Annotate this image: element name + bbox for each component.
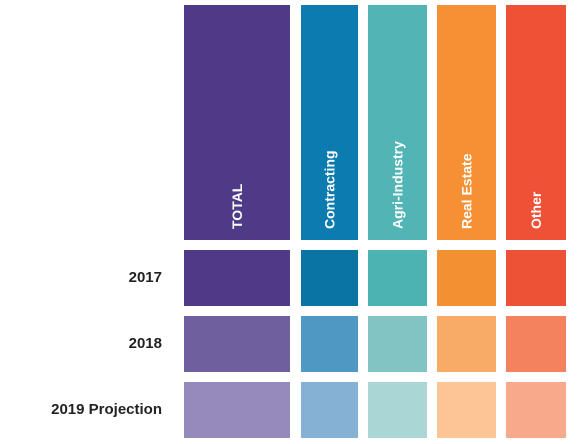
cell	[437, 250, 496, 306]
cell	[368, 382, 427, 438]
column-header	[437, 5, 496, 240]
cell	[184, 382, 290, 438]
cell	[184, 250, 290, 306]
column-label: Agri-Industry	[390, 141, 406, 229]
cell	[301, 250, 358, 306]
cell	[437, 316, 496, 372]
row-label: 2019 Projection	[51, 401, 162, 418]
cell	[368, 250, 427, 306]
cell	[506, 316, 566, 372]
cell	[437, 382, 496, 438]
column-header	[368, 5, 427, 240]
column-header	[506, 5, 566, 240]
column-label: Contracting	[322, 150, 338, 229]
row-label: 2017	[129, 269, 162, 286]
column-header	[184, 5, 290, 240]
row-label: 2018	[129, 335, 162, 352]
cell	[506, 250, 566, 306]
column-label: TOTAL	[229, 183, 245, 229]
cell	[301, 316, 358, 372]
column-label: Real Estate	[459, 153, 475, 229]
column-header	[301, 5, 358, 240]
cell	[184, 316, 290, 372]
cell	[301, 382, 358, 438]
cell	[368, 316, 427, 372]
cell	[506, 382, 566, 438]
column-label: Other	[528, 191, 544, 229]
